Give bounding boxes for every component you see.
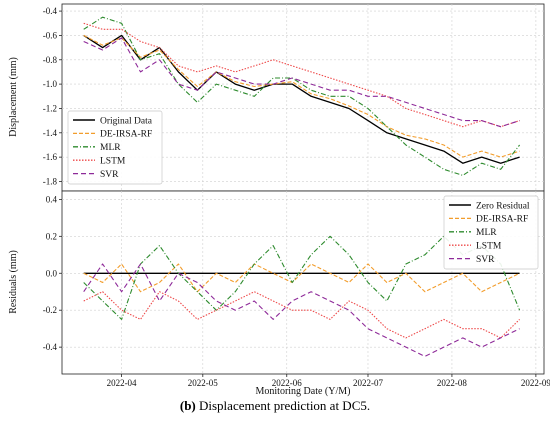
chart: -0.4 -0.6 -0.8 -1.0 -1.2 -1.4 -1.6 -1.8 Original… bbox=[8, 3, 550, 397]
displacement-panel: -0.4 -0.6 -0.8 -1.0 -1.2 -1.4 -1.6 -1.8 Original… bbox=[43, 3, 545, 194]
y-tick-label: -1.8 bbox=[43, 176, 58, 186]
series-line bbox=[83, 263, 520, 293]
y-tick-label: -1.2 bbox=[43, 103, 57, 113]
legend-label: LSTM bbox=[476, 242, 502, 252]
y-tick-label: -1.6 bbox=[43, 152, 58, 162]
residuals-axis-label: Residuals (mm) bbox=[8, 250, 19, 314]
series-line bbox=[83, 16, 521, 176]
y-tick-label: -0.4 bbox=[43, 6, 58, 16]
y-tick-label: -1.0 bbox=[43, 79, 58, 89]
x-tick-label: 2022-05 bbox=[188, 378, 218, 388]
series-line bbox=[83, 291, 520, 339]
legend: Zero Residual DE-IRSA-RF MLR LSTM SVR bbox=[443, 195, 539, 270]
legend-box bbox=[443, 195, 539, 270]
legend-label: Original Data bbox=[100, 116, 153, 126]
y-tick-label: -0.4 bbox=[43, 342, 58, 352]
figure-caption: (b) Displacement prediction at DC5. bbox=[0, 398, 550, 414]
caption-label: (b) bbox=[179, 398, 196, 413]
y-tick-label: -0.6 bbox=[43, 30, 58, 40]
legend-label: DE-IRSA-RF bbox=[476, 215, 528, 225]
legend-label: Zero Residual bbox=[476, 201, 530, 211]
series-line bbox=[83, 34, 520, 164]
displacement-axis-label: Displacement (mm) bbox=[8, 57, 19, 137]
series-line bbox=[83, 34, 520, 158]
y-tick-label: 0.2 bbox=[46, 231, 57, 241]
legend-label: SVR bbox=[100, 170, 119, 180]
y-tick-label: 0.4 bbox=[46, 194, 58, 204]
legend-label: LSTM bbox=[100, 157, 126, 167]
x-axis-label: Monitoring Date (Y/M) bbox=[256, 386, 351, 397]
x-tick-label: 2022-07 bbox=[353, 378, 383, 388]
series-line bbox=[83, 263, 520, 357]
legend-label: DE-IRSA-RF bbox=[100, 130, 152, 140]
x-tick-label: 2022-04 bbox=[107, 378, 137, 388]
y-tick-label: -0.8 bbox=[43, 55, 58, 65]
legend-label: MLR bbox=[100, 143, 121, 153]
legend-label: MLR bbox=[476, 228, 497, 238]
x-tick-label: 2022-08 bbox=[437, 378, 467, 388]
y-tick-label: 0.0 bbox=[46, 268, 58, 278]
legend: Original Data DE-IRSA-RF MLR LSTM SVR bbox=[67, 110, 163, 185]
x-tick-label: 2022-06 bbox=[272, 378, 302, 388]
x-tick-label: 2022-09 bbox=[521, 378, 550, 388]
series-group bbox=[83, 16, 521, 176]
residuals-panel: 2022-04 2022-05 2022-06 2022-07 2022-08 2022-… bbox=[43, 190, 550, 388]
y-tick-label: -1.4 bbox=[43, 128, 58, 138]
y-tick-label: -0.2 bbox=[43, 305, 57, 315]
caption-text: Displacement prediction at DC5. bbox=[199, 398, 371, 413]
legend-box bbox=[67, 110, 163, 185]
series-line bbox=[83, 37, 520, 128]
legend-label: SVR bbox=[476, 255, 495, 265]
